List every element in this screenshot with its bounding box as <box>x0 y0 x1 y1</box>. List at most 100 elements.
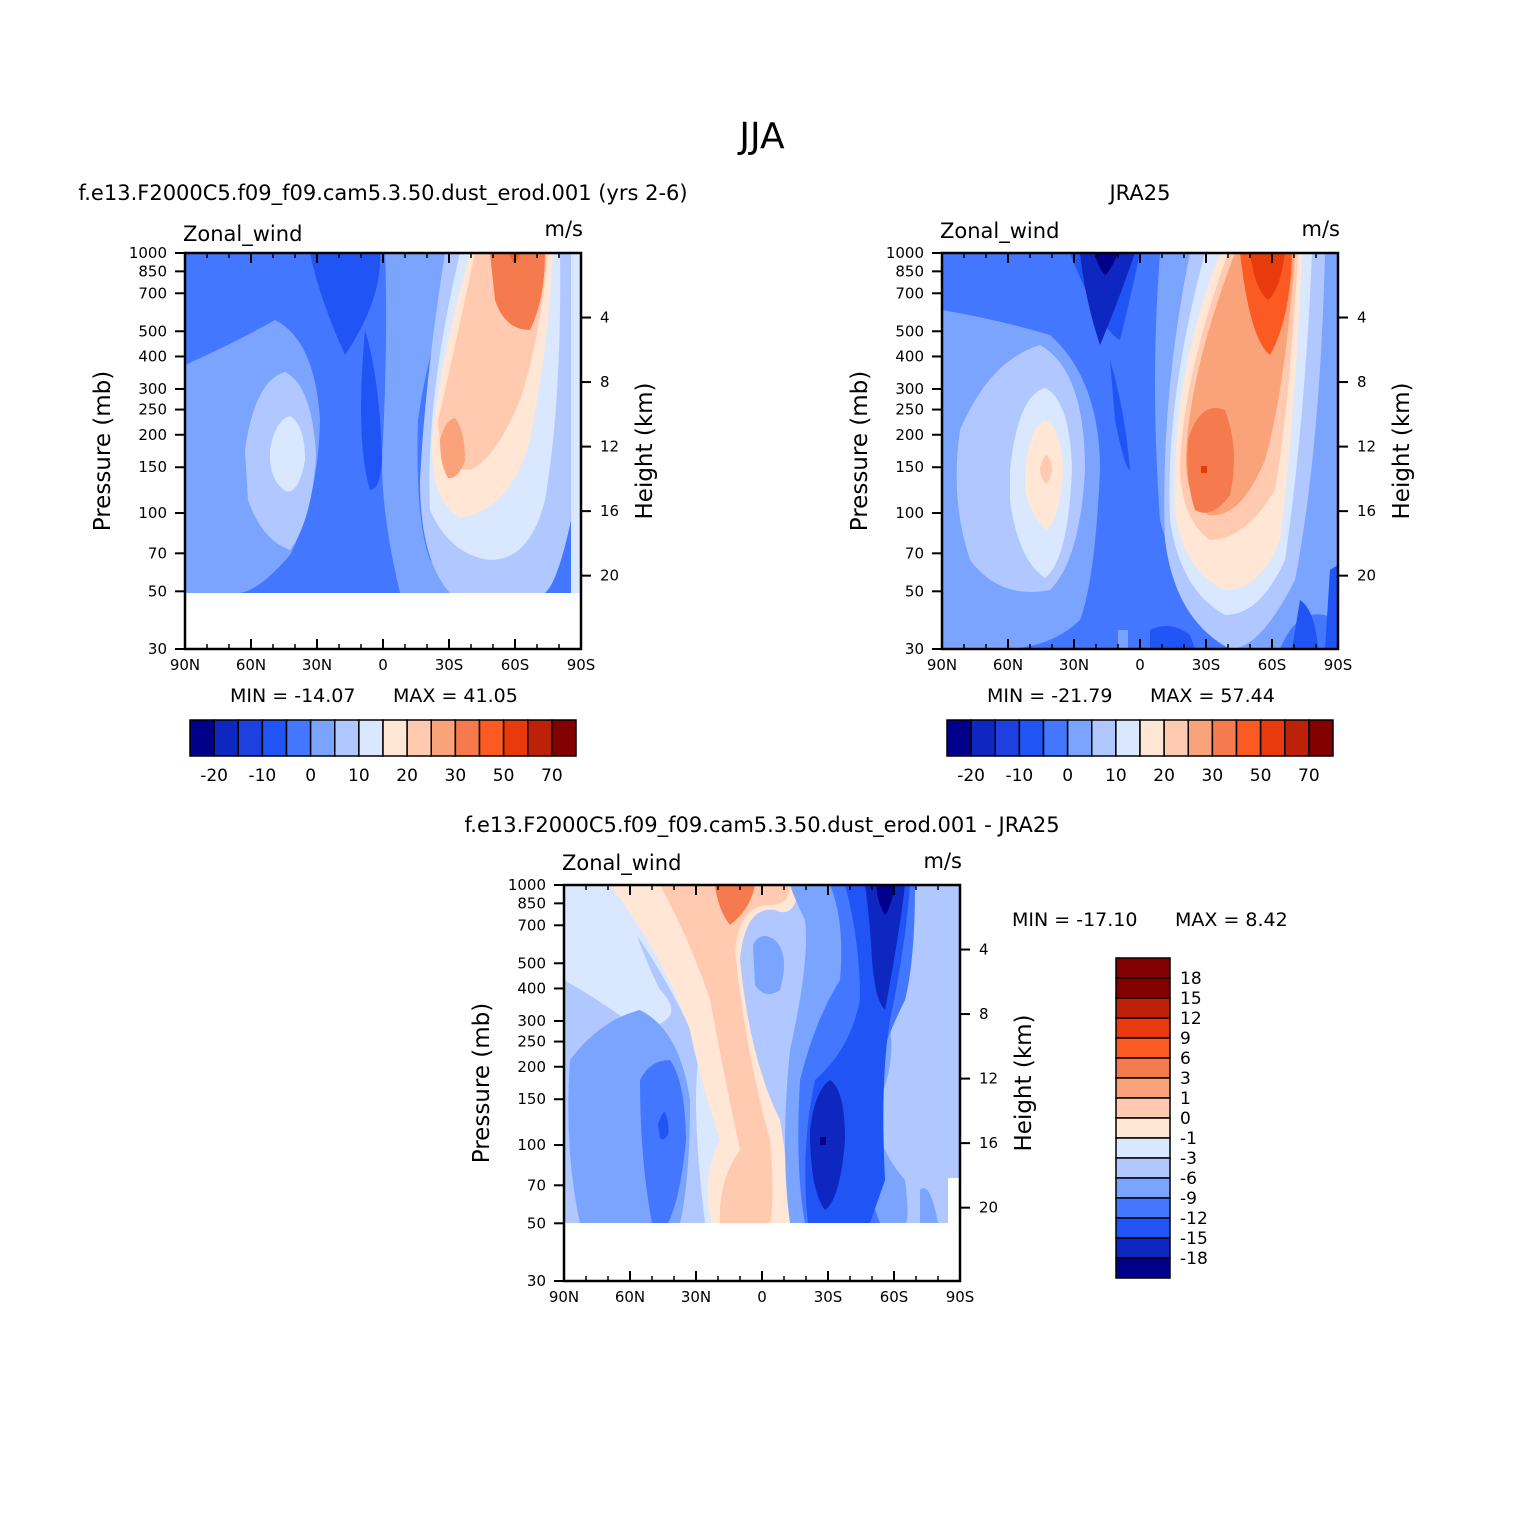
colorbar-label: -6 <box>1180 1169 1197 1189</box>
colorbar-label: 12 <box>1180 1009 1202 1029</box>
y-tick-label: 850 <box>895 262 924 280</box>
colorbar-box <box>1115 1177 1171 1199</box>
y-right-tick-label: 12 <box>1357 438 1376 456</box>
colorbar-box <box>1284 719 1310 757</box>
y-tick-label: 500 <box>895 322 924 340</box>
colorbar-label: 0 <box>305 766 316 786</box>
colorbar-label: 0 <box>1180 1109 1191 1129</box>
colorbar-box <box>1115 957 1171 979</box>
y-tick-label: 500 <box>138 322 167 340</box>
y-tick-label: 150 <box>517 1090 546 1108</box>
panel-diff-variable: Zonal_wind <box>562 851 681 876</box>
colorbar-label: 50 <box>493 766 515 786</box>
colorbar-box <box>1308 719 1334 757</box>
panel-model-variable: Zonal_wind <box>183 222 302 247</box>
panel-diff-title: f.e13.F2000C5.f09_f09.cam5.3.50.dust_ero… <box>464 813 1059 838</box>
y-tick-label: 70 <box>905 544 924 562</box>
colorbar-box <box>478 719 505 757</box>
y-tick-label: 50 <box>148 582 167 600</box>
colorbar-box <box>1042 719 1069 757</box>
colorbar-label: 50 <box>1250 766 1272 786</box>
colorbar-box <box>454 719 481 757</box>
colorbar-box <box>1115 1137 1171 1159</box>
colorbar-box <box>285 719 312 757</box>
colorbar-box <box>1066 719 1093 757</box>
panel-model-ylabel-right: Height (km) <box>632 382 658 519</box>
colorbar-box <box>237 719 264 757</box>
colorbar-label: -20 <box>957 766 985 786</box>
y-right-tick-label: 12 <box>600 438 619 456</box>
y-tick-label: 1000 <box>508 876 546 894</box>
y-tick-label: 150 <box>138 458 167 476</box>
panel-diff-ylabel-right: Height (km) <box>1011 1014 1037 1151</box>
y-tick-label: 500 <box>517 954 546 972</box>
x-tick-label: 90N <box>170 656 200 674</box>
colorbar-label: -18 <box>1180 1249 1208 1269</box>
colorbar-label: -1 <box>1180 1129 1197 1149</box>
colorbar-box <box>1187 719 1214 757</box>
colorbar-box <box>1115 1157 1171 1179</box>
panel-obs-axes: 90N 60N 30N 0 30S 60S 90S 30 50 70 100 150 200 250 300… <box>886 244 1376 674</box>
y-tick-label: 300 <box>895 380 924 398</box>
panel-model-axes: 90N 60N 30N 0 30S 60S 90S 30 50 70 100 150 200 250 300… <box>129 244 619 674</box>
x-tick-label: 60S <box>880 1288 909 1306</box>
colorbar-label: 15 <box>1180 989 1202 1009</box>
x-tick-label: 30N <box>302 656 332 674</box>
colorbar-box <box>551 719 577 757</box>
colorbar-box <box>334 719 360 757</box>
x-tick-label: 60N <box>993 656 1023 674</box>
y-right-tick-label: 8 <box>600 373 610 391</box>
colorbar-label: 3 <box>1180 1069 1191 1089</box>
y-tick-label: 50 <box>905 582 924 600</box>
colorbar-box <box>1115 1197 1171 1219</box>
y-tick-label: 700 <box>895 284 924 302</box>
panel-model-ylabel: Pressure (mb) <box>90 371 116 531</box>
y-tick-label: 30 <box>148 640 167 658</box>
x-tick-label: 0 <box>757 1288 767 1306</box>
x-tick-label: 90S <box>946 1288 975 1306</box>
colorbar-label: 70 <box>1298 766 1320 786</box>
colorbar-label: 20 <box>396 766 418 786</box>
colorbar-box <box>382 719 408 757</box>
x-tick-label: 90N <box>549 1288 579 1306</box>
colorbar-label: 6 <box>1180 1049 1191 1069</box>
colorbar-box <box>502 719 529 757</box>
colorbar-box <box>994 719 1021 757</box>
colorbar-box <box>1115 719 1141 757</box>
colorbar-label: 9 <box>1180 1029 1191 1049</box>
panel-diff-field <box>564 885 960 1281</box>
y-tick-label: 400 <box>138 347 167 365</box>
y-tick-label: 100 <box>517 1136 546 1154</box>
colorbar-box <box>1115 1017 1171 1039</box>
figure-title: JJA <box>737 116 785 157</box>
colorbar-box <box>1115 977 1171 999</box>
panel-obs-units: m/s <box>1302 217 1340 241</box>
y-tick-label: 850 <box>138 262 167 280</box>
colorbar-label: 1 <box>1180 1089 1191 1109</box>
y-right-tick-label: 12 <box>979 1070 998 1088</box>
y-tick-label: 200 <box>895 426 924 444</box>
x-tick-label: 30S <box>435 656 464 674</box>
colorbar-box <box>1163 719 1189 757</box>
y-tick-label: 1000 <box>886 244 924 262</box>
colorbar-box <box>1115 997 1171 1019</box>
colorbar-label: 18 <box>1180 969 1202 989</box>
x-tick-label: 90S <box>567 656 596 674</box>
colorbar-label: 0 <box>1062 766 1073 786</box>
y-right-tick-label: 8 <box>1357 373 1367 391</box>
colorbar-box <box>1115 1237 1171 1259</box>
panel-diff-max: MAX = 8.42 <box>1175 909 1288 931</box>
panel-obs-field <box>942 253 1338 649</box>
y-right-tick-label: 20 <box>1357 567 1376 585</box>
panel-obs-title: JRA25 <box>1107 181 1170 205</box>
panel-obs-max: MAX = 57.44 <box>1150 685 1275 707</box>
colorbar-box <box>1115 1077 1171 1099</box>
y-tick-label: 100 <box>895 504 924 522</box>
colorbar-box <box>1235 719 1262 757</box>
y-tick-label: 300 <box>138 380 167 398</box>
colorbar-label: 30 <box>1202 766 1224 786</box>
y-tick-label: 700 <box>138 284 167 302</box>
panel-obs: JRA25 Zonal_wind m/s <box>847 181 1415 786</box>
colorbar-box <box>1139 719 1165 757</box>
panel-model-colorbar: -20 -10 0 10 20 30 50 70 <box>189 719 577 786</box>
